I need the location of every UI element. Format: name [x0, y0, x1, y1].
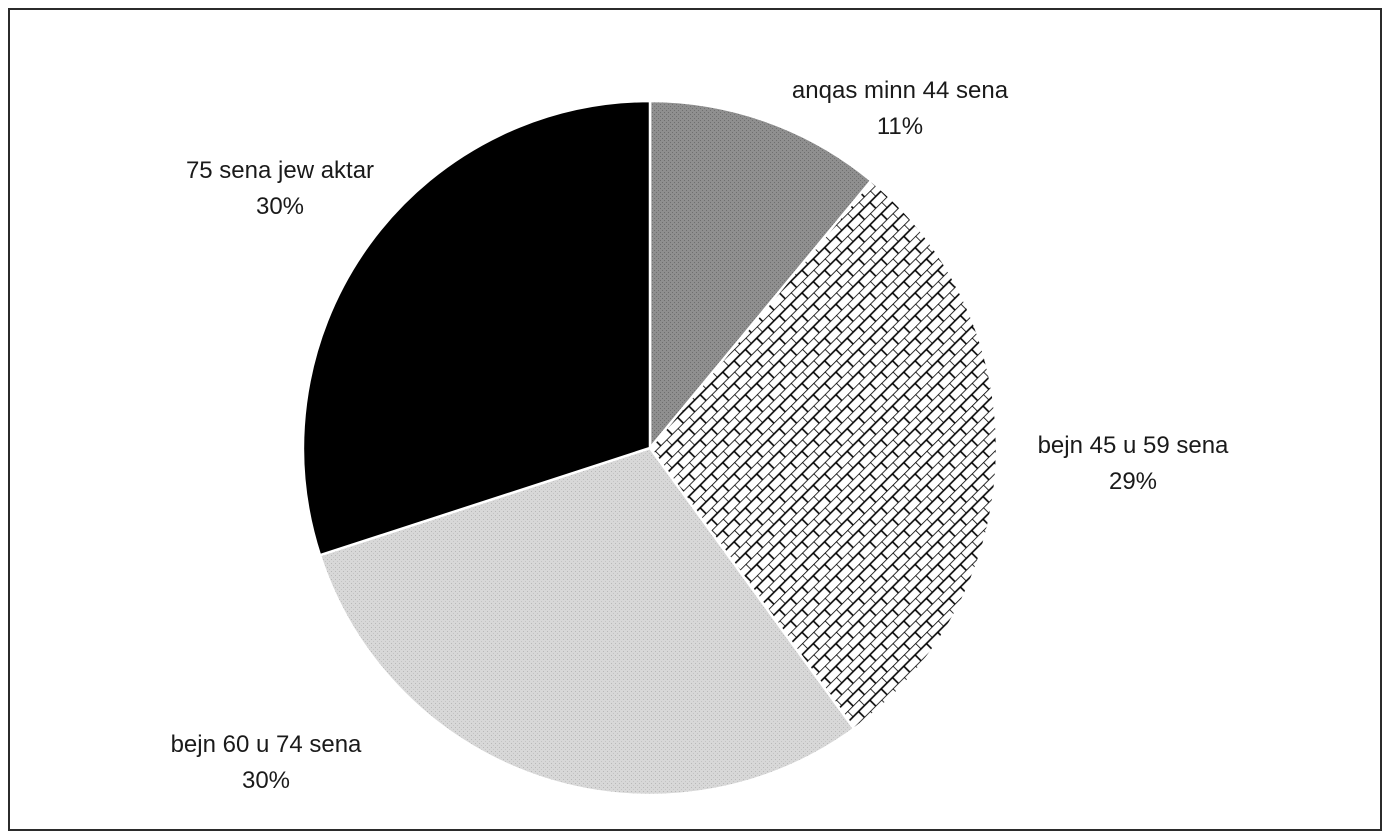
slice-label-value-1: 29% [1109, 468, 1157, 495]
slice-label-value-0: 11% [877, 113, 923, 140]
pie-slices [301, 99, 999, 797]
pie-chart: anqas minn 44 sena 11% bejn 45 u 59 sena… [171, 77, 1229, 797]
pie-slice-1 [648, 178, 999, 731]
pie-slice-0 [648, 99, 873, 452]
slice-label-category-1: bejn 45 u 59 sena [1038, 432, 1229, 459]
slice-label-value-3: 30% [256, 193, 304, 220]
slice-label-value-2: 30% [242, 767, 290, 794]
pie-slice-2 [318, 446, 856, 797]
data-labels: anqas minn 44 sena 11% bejn 45 u 59 sena… [171, 77, 1229, 794]
slice-label-category-3: 75 sena jew aktar [186, 157, 374, 184]
slice-label-category-0: anqas minn 44 sena [792, 77, 1009, 104]
slice-label-category-2: bejn 60 u 74 sena [171, 731, 362, 758]
chart-frame: anqas minn 44 sena 11% bejn 45 u 59 sena… [8, 8, 1382, 831]
pie-slice-3 [301, 99, 652, 557]
